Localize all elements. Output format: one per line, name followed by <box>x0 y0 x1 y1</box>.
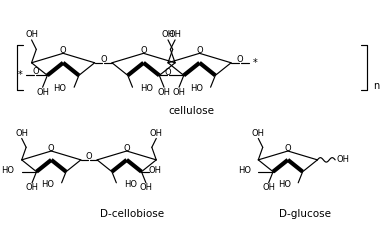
Text: OH: OH <box>25 183 38 192</box>
Text: O: O <box>165 68 171 77</box>
Text: O: O <box>32 67 39 76</box>
Text: OH: OH <box>262 183 275 192</box>
Text: O: O <box>285 144 291 153</box>
Text: OH: OH <box>150 129 163 138</box>
Text: HO: HO <box>238 166 251 175</box>
Text: OH: OH <box>148 166 161 175</box>
Text: HO: HO <box>190 84 203 93</box>
Text: HO: HO <box>1 166 14 175</box>
Text: O: O <box>236 55 243 64</box>
Text: O: O <box>140 46 147 55</box>
Text: O: O <box>196 46 203 55</box>
Text: OH: OH <box>36 88 49 97</box>
Text: OH: OH <box>252 129 265 138</box>
Text: *: * <box>17 70 22 80</box>
Text: OH: OH <box>173 88 185 97</box>
Text: OH: OH <box>169 30 182 39</box>
Text: OH: OH <box>158 88 171 97</box>
Text: HO: HO <box>41 180 54 189</box>
Text: n: n <box>374 81 380 91</box>
Text: HO: HO <box>53 84 66 93</box>
Text: O: O <box>100 55 107 64</box>
Text: OH: OH <box>15 129 28 138</box>
Text: OH: OH <box>337 155 350 164</box>
Text: O: O <box>124 144 130 153</box>
Text: D-glucose: D-glucose <box>279 209 331 219</box>
Text: cellulose: cellulose <box>168 106 214 116</box>
Text: OH: OH <box>25 30 38 39</box>
Text: D-cellobiose: D-cellobiose <box>100 209 164 219</box>
Text: O: O <box>48 144 55 153</box>
Text: HO: HO <box>278 180 291 189</box>
Text: HO: HO <box>124 180 137 189</box>
Text: OH: OH <box>139 183 152 192</box>
Text: O: O <box>86 152 92 161</box>
Text: *: * <box>253 58 258 68</box>
Text: HO: HO <box>140 84 154 93</box>
Text: O: O <box>60 46 66 55</box>
Text: OH: OH <box>162 30 174 39</box>
